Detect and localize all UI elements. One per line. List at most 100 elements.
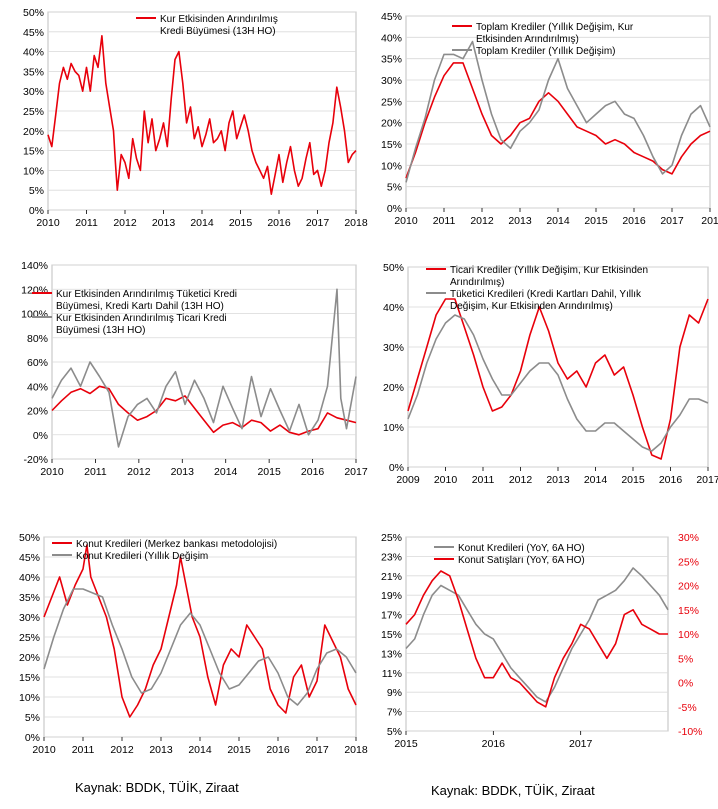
legend-label: Ticari Krediler (Yıllık Değişim, Kur Etk… <box>450 265 648 276</box>
x-tick-label: 2017 <box>344 466 368 478</box>
legend-label: Kur Etkisinden Arındırılmış Tüketici Kre… <box>56 289 237 300</box>
x-tick-label: 2010 <box>394 215 418 227</box>
y-tick-label: 40% <box>381 32 402 44</box>
y-tick-label: 11% <box>382 668 402 680</box>
legend-label: Kur Etkisinden Arındırılmış Ticari Kredi <box>56 313 227 324</box>
legend-label: Büyümesi (13H HO) <box>56 325 145 336</box>
y-tick-label: 100% <box>21 309 48 321</box>
y-tick-label: 20% <box>19 652 40 664</box>
x-tick-label: 2016 <box>482 738 506 750</box>
legend-label: Konut Kredileri (YoY, 6A HO) <box>458 543 585 554</box>
x-tick-label: 2013 <box>508 215 532 227</box>
y-tick-label: 45% <box>23 27 44 39</box>
x-tick-label: 2012 <box>509 474 533 486</box>
y-tick-label: 20% <box>381 118 402 130</box>
x-tick-label: 2015 <box>621 474 645 486</box>
series-line <box>407 314 709 452</box>
y-tick-label: 10% <box>19 692 40 704</box>
series-line <box>405 40 711 183</box>
x-tick-label: 2016 <box>266 744 290 756</box>
legend-label: Değişim, Kur Etkisinden Arındırılmış) <box>450 301 613 312</box>
y-tick-label: -20% <box>23 454 48 466</box>
y-tick-label: 50% <box>23 7 44 19</box>
y-tick-label: 7% <box>387 707 402 719</box>
y-tick-label: 0% <box>389 462 404 474</box>
x-tick-label: 2010 <box>32 744 56 756</box>
source-note-right: Kaynak: BDDK, TÜİK, Ziraat <box>431 783 595 798</box>
x-tick-label: 2015 <box>394 738 418 750</box>
y2-tick-label: 15% <box>678 605 699 617</box>
x-tick-label: 2010 <box>36 217 60 229</box>
y-tick-label: 15% <box>23 146 44 158</box>
chart-svg: 0% 5% 10% 15% 20% 25% 30% 35% 40% 45% 50% 2010 2011 2… <box>19 532 368 756</box>
chart-kur-etkisinden-kredi-buyumesi: 0% 5% 10% 15% 20% 25% 30% 35% 40% 45% 50% 2010 2011 2… <box>0 0 368 240</box>
y2-tick-label: -5% <box>678 702 697 714</box>
x-tick-label: 2012 <box>113 217 137 229</box>
y-tick-label: 0% <box>387 203 402 215</box>
y-tick-label: 23% <box>381 551 402 563</box>
y-tick-label: 10% <box>23 165 44 177</box>
y-tick-label: 25% <box>19 632 40 644</box>
x-tick-label: 2016 <box>622 215 646 227</box>
x-tick-label: 2017 <box>305 744 329 756</box>
x-tick-label: 2013 <box>171 466 195 478</box>
y-tick-label: 15% <box>19 672 40 684</box>
y-tick-label: 13% <box>381 648 402 660</box>
chart-svg: 0% 10% 20% 30% 40% 50% 2009 2010 2011 2012 2013 201… <box>383 262 718 486</box>
x-tick-label: 2010 <box>40 466 64 478</box>
y2-tick-label: -10% <box>678 726 703 738</box>
x-tick-label: 2017 <box>660 215 684 227</box>
y-tick-label: 120% <box>21 284 48 296</box>
y-tick-label: 45% <box>381 11 402 23</box>
y2-tick-label: 5% <box>678 653 693 665</box>
legend-label: Tüketici Kredileri (Kredi Kartları Dahil… <box>450 289 642 300</box>
chart-svg: 5% 7% 9% 11% 13% 15% 17% 19% 21% 23% 25% -10% -5% 0% 5… <box>381 532 703 750</box>
y-tick-label: 40% <box>23 47 44 59</box>
series-line <box>405 567 669 703</box>
x-tick-label: 2015 <box>229 217 253 229</box>
legend-label: Etkisinden Arındırılmış) <box>476 34 579 45</box>
x-tick-label: 2017 <box>569 738 593 750</box>
y-tick-label: 45% <box>19 552 40 564</box>
series-line <box>43 544 357 718</box>
y-tick-label: 5% <box>387 182 402 194</box>
legend-label: Büyümesi, Kredi Kartı Dahil (13H HO) <box>56 301 224 312</box>
y-tick-label: 30% <box>381 75 402 87</box>
y-tick-label: 15% <box>381 629 402 641</box>
legend-label: Toplam Krediler (Yıllık Değişim, Kur <box>476 22 634 33</box>
x-tick-label: 2012 <box>127 466 151 478</box>
y-tick-label: 25% <box>381 96 402 108</box>
y-tick-label: 50% <box>383 262 404 274</box>
series-line <box>51 288 357 448</box>
x-tick-label: 2012 <box>110 744 134 756</box>
legend-label: Kredi Büyümesi (13H HO) <box>160 26 276 37</box>
y2-tick-label: 30% <box>678 532 699 544</box>
y-tick-label: 35% <box>23 66 44 78</box>
x-tick-label: 2014 <box>214 466 238 478</box>
y-tick-label: 20% <box>383 382 404 394</box>
y-tick-label: 0% <box>29 205 44 217</box>
y-tick-label: 60% <box>27 357 48 369</box>
y-tick-label: 15% <box>381 139 402 151</box>
chart-svg: 0% 5% 10% 15% 20% 25% 30% 35% 40% 45% 50% 2010 2011 2… <box>23 7 368 229</box>
y-tick-label: 25% <box>381 532 402 544</box>
x-tick-label: 2016 <box>659 474 683 486</box>
x-tick-label: 2017 <box>696 474 718 486</box>
x-tick-label: 2011 <box>472 474 495 486</box>
chart-ticari-tuketici-yillik: 0% 10% 20% 30% 40% 50% 2009 2010 2011 2012 2013 201… <box>358 255 718 495</box>
y2-tick-label: 0% <box>678 678 693 690</box>
y-tick-label: 35% <box>19 592 40 604</box>
series-line <box>43 588 357 706</box>
x-tick-label: 2011 <box>433 215 456 227</box>
source-note-left: Kaynak: BDDK, TÜİK, Ziraat <box>75 780 239 795</box>
series-line <box>405 570 668 708</box>
x-tick-label: 2015 <box>584 215 608 227</box>
y-tick-label: 0% <box>25 732 40 744</box>
y-tick-label: 80% <box>27 333 48 345</box>
y-tick-label: 50% <box>19 532 40 544</box>
x-tick-label: 2011 <box>72 744 95 756</box>
y-tick-label: 17% <box>381 610 402 622</box>
y-tick-label: 20% <box>23 126 44 138</box>
legend-label: Konut Satışları (YoY, 6A HO) <box>458 555 585 566</box>
y-tick-label: 40% <box>19 572 40 584</box>
